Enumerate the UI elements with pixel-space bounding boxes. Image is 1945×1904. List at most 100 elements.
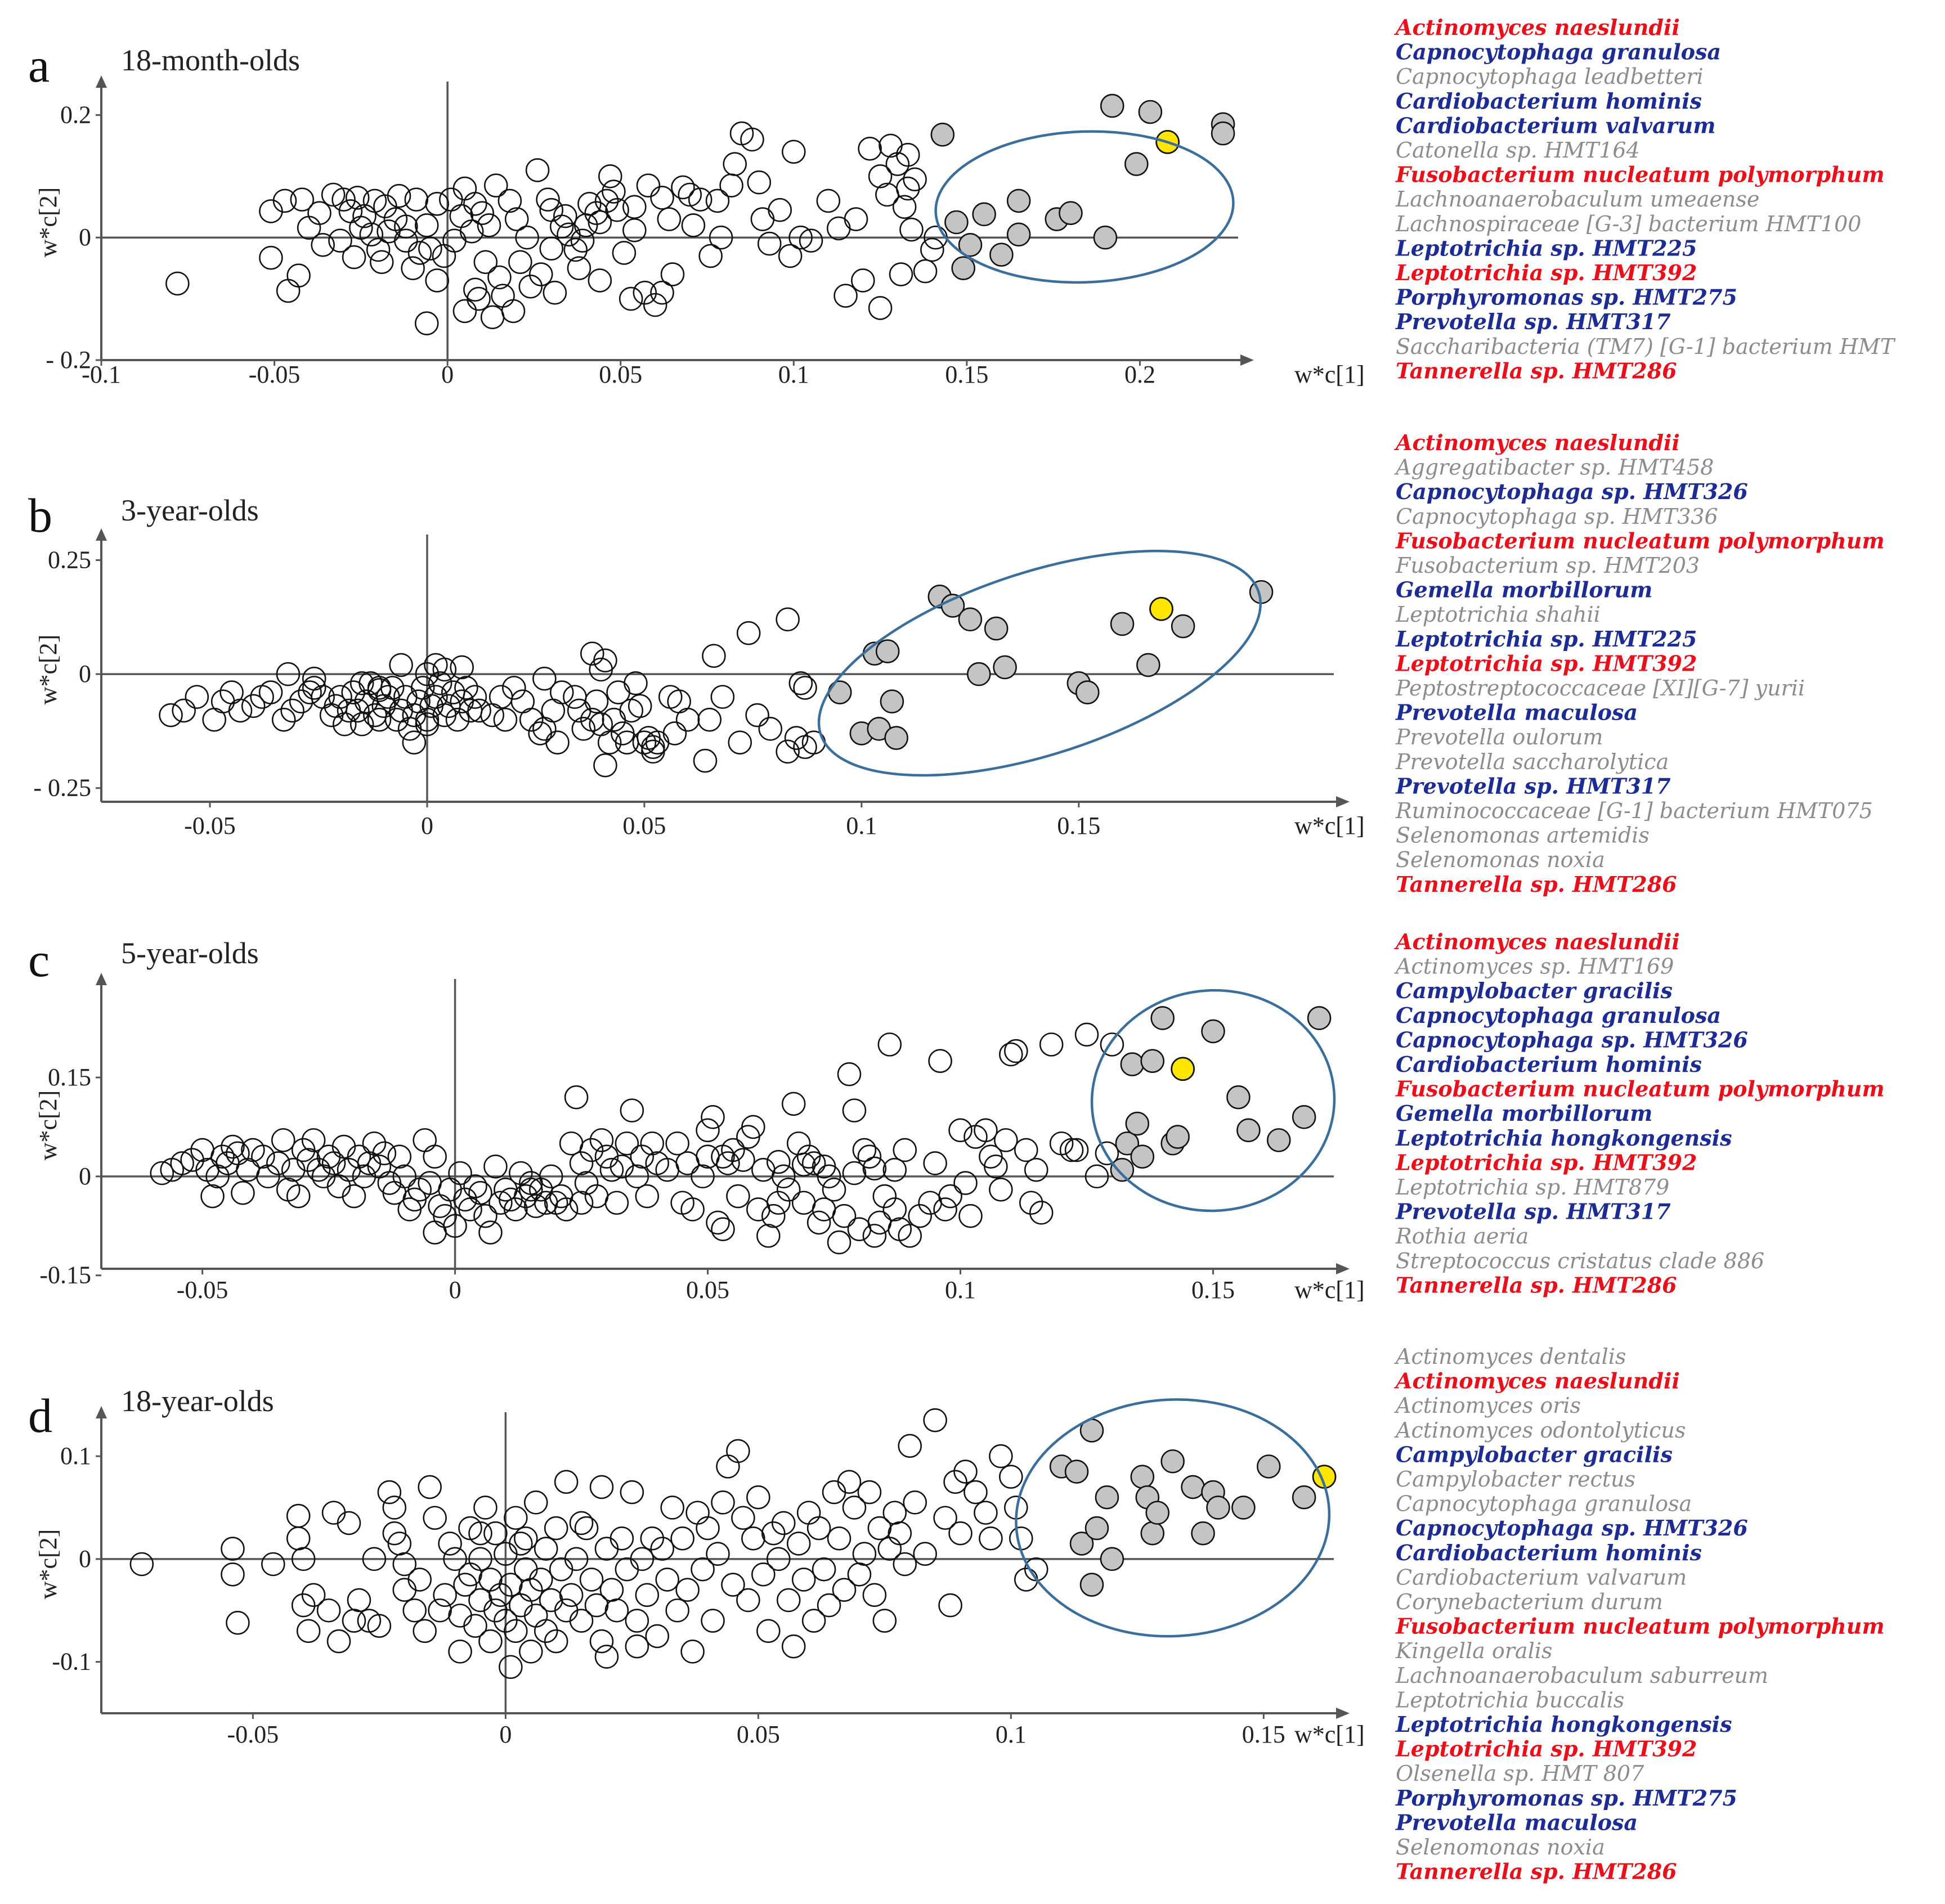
species-label: Tannerella sp. HMT286 [1396,872,1677,897]
data-point [226,1610,250,1635]
data-point [832,1204,857,1228]
data-point [567,256,591,280]
data-point [219,680,244,704]
species-label: Fusobacterium nucleatum polymorphum [1395,528,1885,553]
data-point [658,685,683,709]
data-point [728,730,752,755]
data-point [706,1210,730,1235]
data-point [655,1568,680,1592]
data-point [532,717,557,741]
highlighted-point [1307,1006,1332,1030]
data-point [920,237,944,262]
data-point [681,213,706,237]
data-point [999,1042,1023,1067]
data-point [392,1578,417,1602]
data-point [467,698,491,723]
highlighted-point [1236,1118,1261,1143]
data-point [671,175,695,200]
data-point [751,1562,776,1587]
data-point [1029,1201,1054,1225]
species-label: Leptotrichia hongkongensis [1395,1125,1732,1151]
highlighted-point [944,210,969,235]
data-point [523,1194,548,1218]
data-point [741,1526,765,1551]
data-point [691,1164,715,1189]
data-point [291,1593,316,1618]
data-point [541,698,566,723]
data-point [418,236,442,261]
data-point [716,1454,740,1479]
data-point [574,1516,599,1541]
data-point [645,1624,670,1649]
data-point [726,1439,750,1463]
data-point [439,187,463,212]
data-point [933,1506,957,1530]
data-point [190,1138,214,1162]
data-point [549,680,574,704]
data-point [872,1184,897,1209]
data-point [862,1583,887,1607]
panel-letter: a [28,38,50,92]
data-point [544,1191,568,1215]
data-point [1019,1191,1043,1215]
data-point [392,1552,417,1577]
data-point [221,1537,245,1561]
data-point [367,1614,392,1638]
data-point [487,265,512,290]
data-point [726,1184,750,1209]
data-point [452,299,477,324]
data-point [433,1583,457,1607]
data-point [498,188,522,213]
data-point [407,241,432,265]
data-point [280,698,304,723]
data-point [778,244,803,268]
species-label: Corynebacterium durum [1396,1589,1663,1614]
data-point [757,231,782,256]
data-point [528,262,553,286]
species-label: Actinomyces naeslundii [1394,1368,1680,1394]
data-point [898,1434,922,1458]
data-point [489,1583,513,1607]
data-point [311,685,335,709]
highlighted-point [880,689,904,714]
species-label: Streptococcus cristatus clade 886 [1396,1249,1764,1273]
data-point [893,1552,917,1577]
data-point [696,1118,720,1143]
x-tick-label: 0 [441,361,454,388]
data-point [468,1521,492,1546]
data-point [528,721,552,746]
highlighted-point [1110,1157,1135,1182]
data-point [816,188,841,213]
data-point [331,1134,356,1159]
data-point [650,280,674,305]
data-point [564,1085,589,1110]
data-point [697,707,722,732]
data-point [933,1197,957,1222]
data-point [438,1532,462,1556]
species-label: Fusobacterium nucleatum polymorphum [1395,1614,1885,1639]
species-label: Selenomonas noxia [1396,1835,1605,1860]
data-point [852,1138,877,1162]
data-point [559,1583,584,1607]
data-point [404,187,429,212]
data-point [286,263,311,288]
y-axis-arrow [96,75,107,88]
data-point [523,1490,548,1515]
highlighted-point [1100,1547,1124,1571]
data-point [842,1098,867,1122]
key-point [1171,1057,1195,1081]
data-point [761,1204,786,1228]
data-point [888,1217,912,1241]
species-label: Leptotrichia sp. HMT392 [1395,260,1697,285]
data-point [349,671,374,695]
data-point [387,1144,412,1169]
data-point [589,1629,614,1654]
data-point [241,694,266,719]
data-point [665,1598,689,1623]
data-point [650,186,674,210]
species-label: Prevotella sp. HMT317 [1395,309,1671,334]
data-point [571,717,596,741]
data-point [276,279,301,303]
data-point [645,1151,670,1175]
data-point [1100,1032,1124,1057]
